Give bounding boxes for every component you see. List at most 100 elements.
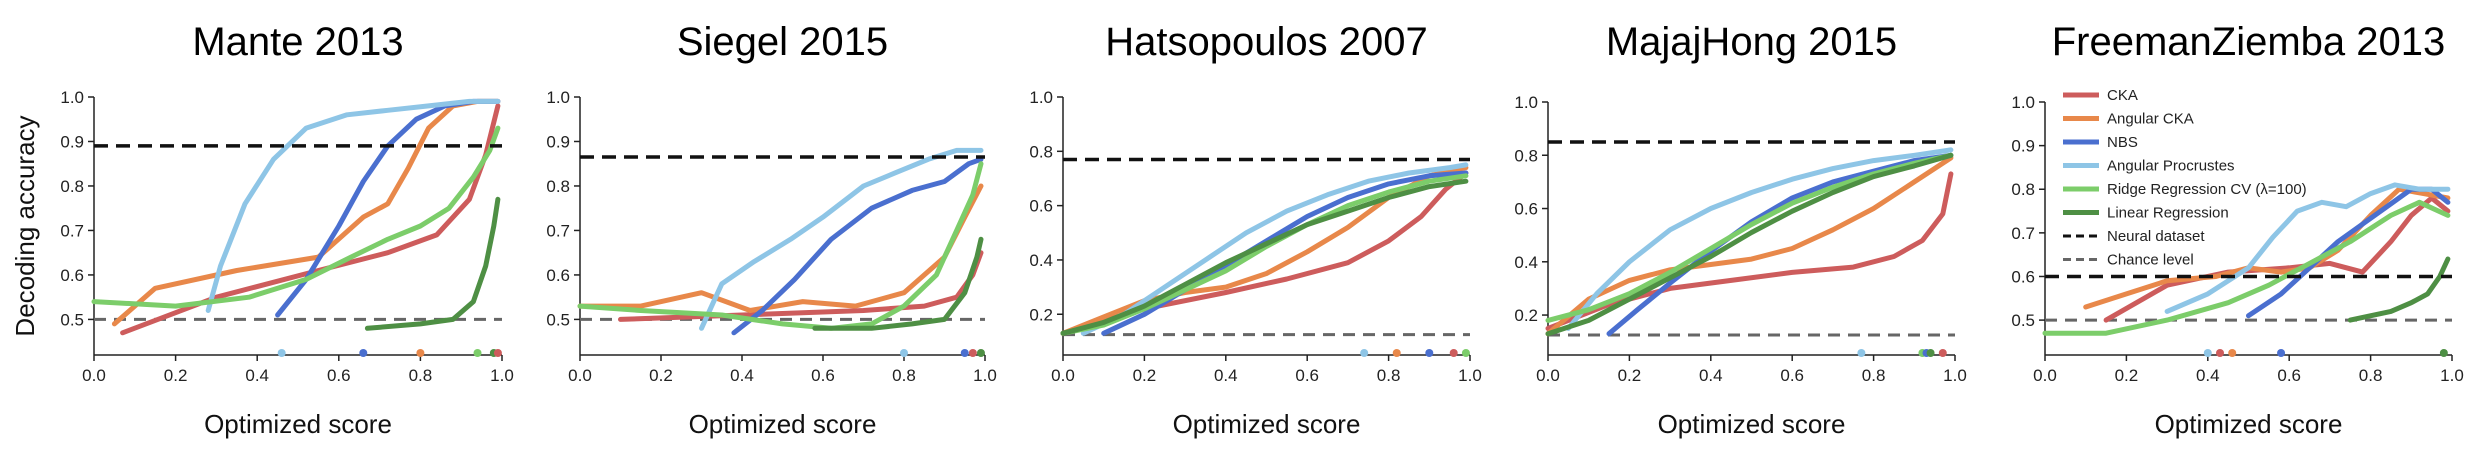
- marker-angular-cka: [1392, 349, 1401, 357]
- x-tick-label: 1.0: [973, 366, 997, 385]
- x-tick-label: 0.6: [1780, 366, 1804, 385]
- y-tick-label: 0.6: [1514, 200, 1538, 219]
- chart-panel-3: Hatsopoulos 2007 0.0 0.2 0.4 0.6 0.8 1.0 0.2 0.4…: [1029, 20, 1481, 439]
- y-tick-label: 0.6: [60, 266, 84, 285]
- y-tick-label: 0.9: [60, 132, 84, 151]
- y-tick-label: 0.9: [2011, 137, 2035, 156]
- legend-label: Linear Regression: [2107, 205, 2229, 222]
- y-tick-label: 0.8: [1029, 142, 1053, 161]
- y-tick-label: 0.5: [60, 310, 84, 329]
- x-axis-label: Optimized score: [689, 409, 877, 439]
- y-tick-label: 1.0: [60, 88, 84, 107]
- marker-angular-cka: [2228, 349, 2237, 357]
- x-tick-label: 0.2: [1618, 366, 1642, 385]
- y-tick-label: 0.8: [546, 177, 570, 196]
- x-tick-label: 0.8: [892, 366, 916, 385]
- legend-label: Chance level: [2107, 252, 2194, 269]
- marker-nbs: [960, 349, 969, 357]
- x-tick-label: 0.4: [2196, 366, 2220, 385]
- x-tick-label: 0.8: [1862, 366, 1886, 385]
- y-tick-label: 0.7: [60, 221, 84, 240]
- x-tick-label: 1.0: [2440, 366, 2464, 385]
- marker-angular-procrustes: [900, 349, 908, 357]
- series-line-angular-procrustes: [1080, 162, 1469, 336]
- series-line-linear: [2347, 256, 2451, 323]
- chart-panel-4: MajajHong 2015 0.0 0.2 0.4 0.6 0.8 1.0 0.2 0.4 0.…: [1514, 20, 1966, 439]
- y-tick-label: 0.8: [1514, 146, 1538, 165]
- marker-ridge: [1461, 349, 1470, 357]
- x-tick-label: 1.0: [490, 366, 514, 385]
- y-tick-label: 1.0: [546, 88, 570, 107]
- series-line-linear: [364, 196, 501, 331]
- x-axis-label: Optimized score: [204, 409, 392, 439]
- series-line-cka: [120, 103, 501, 336]
- x-tick-label: 0.2: [164, 366, 188, 385]
- x-tick-label: 0.2: [2115, 366, 2139, 385]
- series-line-angular-cka: [1545, 155, 1954, 337]
- legend-label: Angular CKA: [2107, 111, 2194, 128]
- y-tick-label: 0.4: [1514, 253, 1538, 272]
- marker-linear: [1926, 349, 1935, 357]
- legend-label: NBS: [2107, 134, 2138, 151]
- x-tick-label: 1.0: [1943, 366, 1967, 385]
- y-tick-label: 0.8: [2011, 180, 2035, 199]
- chart-title: Hatsopoulos 2007: [1105, 20, 1427, 64]
- y-tick-label: 0.2: [1029, 305, 1053, 324]
- series-line-angular-procrustes: [205, 98, 501, 313]
- marker-cka: [1449, 349, 1458, 357]
- x-tick-label: 0.0: [568, 366, 592, 385]
- chart-panel-5: FreemanZiemba 2013 0.0 0.2 0.4 0.6 0.8 1.0 0.5 0…: [2011, 20, 2463, 439]
- marker-cka: [1938, 349, 1947, 357]
- marker-angular-procrustes: [1857, 349, 1866, 357]
- y-tick-label: 0.8: [60, 177, 84, 196]
- series-line-nbs: [275, 98, 501, 318]
- x-axis-label: Optimized score: [2155, 409, 2343, 439]
- x-tick-label: 0.6: [327, 366, 351, 385]
- x-tick-label: 0.4: [1699, 366, 1723, 385]
- x-tick-label: 0.4: [245, 366, 269, 385]
- chart-title: Siegel 2015: [677, 20, 888, 64]
- marker-linear: [976, 349, 985, 357]
- y-tick-label: 0.4: [1029, 251, 1053, 270]
- x-tick-label: 1.0: [1458, 366, 1482, 385]
- chart-title: MajajHong 2015: [1606, 20, 1897, 64]
- series-line-nbs: [1101, 170, 1469, 336]
- legend-label: Neural dataset: [2107, 228, 2205, 245]
- x-tick-label: 0.6: [2277, 366, 2301, 385]
- y-tick-label: 0.7: [2011, 224, 2035, 243]
- series-line-ridge: [577, 161, 984, 331]
- x-tick-label: 0.8: [1377, 366, 1401, 385]
- chart-panel-2: Siegel 2015 0.0 0.2 0.4 0.6 0.8 1.0 0.5 0.6 0.7 0.…: [546, 20, 996, 439]
- series-line-nbs: [1606, 152, 1954, 337]
- y-tick-label: 0.6: [2011, 267, 2035, 286]
- legend-label: Ridge Regression CV (λ=100): [2107, 181, 2307, 198]
- marker-linear: [2439, 349, 2448, 357]
- x-tick-label: 0.6: [1295, 366, 1319, 385]
- marker-nbs: [1425, 349, 1434, 357]
- series-line-angular-procrustes: [699, 147, 984, 331]
- y-tick-label: 0.7: [546, 221, 570, 240]
- marker-nbs: [359, 349, 368, 357]
- legend-label: CKA: [2107, 87, 2138, 104]
- x-tick-label: 0.0: [1051, 366, 1075, 385]
- x-tick-label: 0.6: [811, 366, 835, 385]
- series-line-ridge: [2042, 199, 2451, 336]
- marker-angular-procrustes: [1360, 349, 1369, 357]
- x-tick-label: 0.0: [82, 366, 106, 385]
- y-tick-label: 1.0: [1514, 93, 1538, 112]
- legend-label: Angular Procrustes: [2107, 158, 2235, 175]
- chart-title: FreemanZiemba 2013: [2052, 20, 2446, 64]
- y-tick-label: 0.6: [546, 266, 570, 285]
- y-tick-label: 0.9: [546, 132, 570, 151]
- marker-angular-procrustes: [2203, 349, 2212, 357]
- legend: CKA Angular CKA NBS Angular Procrustes Ridge…: [2063, 87, 2307, 269]
- series-line-ridge: [91, 125, 501, 309]
- x-tick-label: 0.2: [649, 366, 673, 385]
- marker-angular-cka: [416, 349, 425, 357]
- series-line-ridge: [1545, 152, 1954, 323]
- y-tick-label: 1.0: [1029, 88, 1053, 107]
- x-tick-label: 0.2: [1133, 366, 1157, 385]
- y-axis-label: Decoding accuracy: [10, 115, 40, 336]
